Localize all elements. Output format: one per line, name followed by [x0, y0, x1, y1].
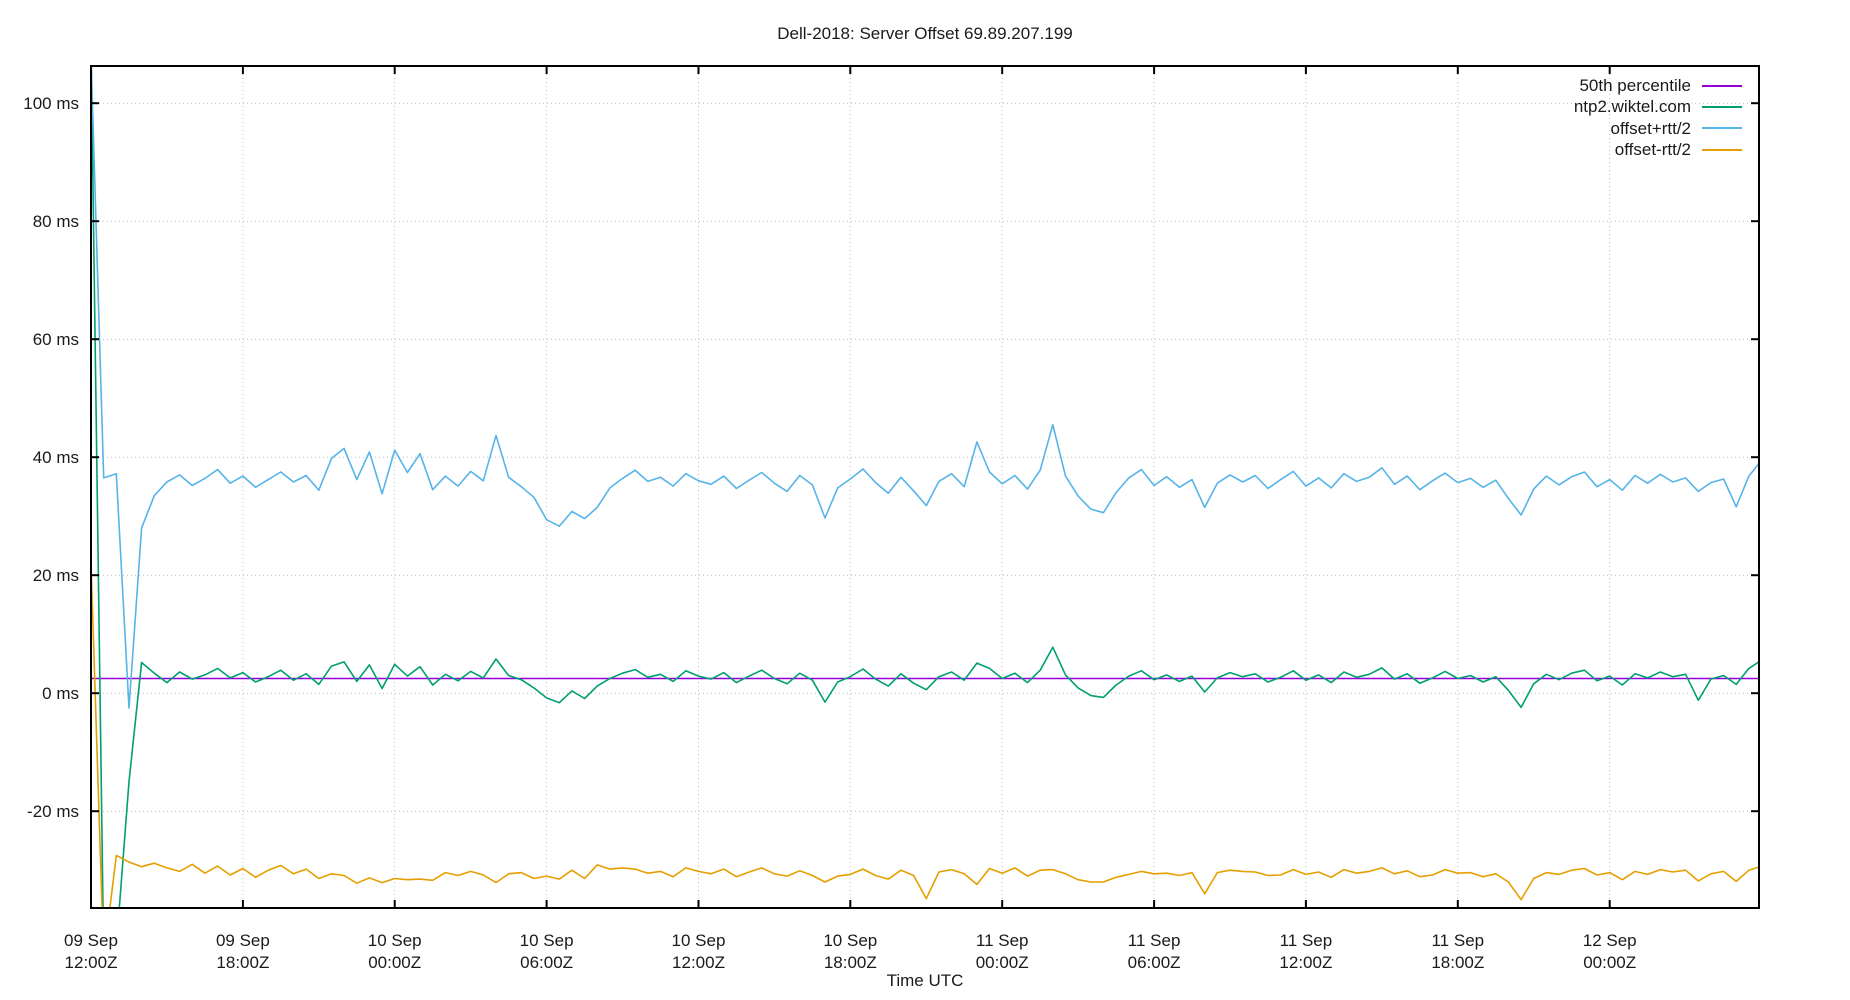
- x-tick-label-time: 06:00Z: [520, 953, 573, 972]
- x-tick-label-date: 09 Sep: [216, 931, 270, 950]
- x-tick-label-date: 10 Sep: [672, 931, 726, 950]
- legend-row: offset-rtt/2: [1574, 139, 1742, 160]
- x-tick-label-date: 10 Sep: [823, 931, 877, 950]
- y-tick-label: 40 ms: [33, 448, 79, 467]
- y-tick-label: 100 ms: [23, 94, 79, 113]
- x-tick-label-time: 18:00Z: [216, 953, 269, 972]
- x-tick-label-date: 11 Sep: [1431, 931, 1484, 950]
- legend-line-sample-offset-minus-rtt: [1702, 148, 1742, 151]
- x-tick-label-date: 11 Sep: [1128, 931, 1181, 950]
- x-tick-label-time: 00:00Z: [976, 953, 1029, 972]
- x-tick-label-time: 18:00Z: [1431, 953, 1484, 972]
- x-tick-label-time: 00:00Z: [1583, 953, 1636, 972]
- series-line-offset-rtt-2: [91, 66, 1759, 709]
- legend-label-50th-percentile: 50th percentile: [1579, 76, 1691, 96]
- x-tick-label-time: 12:00Z: [672, 953, 725, 972]
- y-tick-label: 0 ms: [42, 684, 79, 703]
- legend: 50th percentile ntp2.wiktel.com offset+r…: [1574, 75, 1742, 160]
- legend-line-sample-ntp2-wiktel-com: [1702, 105, 1742, 108]
- x-tick-label-date: 09 Sep: [64, 931, 118, 950]
- series-line-ntp2-wiktel-com: [91, 66, 1759, 908]
- legend-line-sample-offset-plus-rtt: [1702, 127, 1742, 130]
- x-tick-label-time: 00:00Z: [368, 953, 421, 972]
- y-tick-label: 80 ms: [33, 212, 79, 231]
- y-tick-label: 60 ms: [33, 330, 79, 349]
- chart-title: Dell-2018: Server Offset 69.89.207.199: [777, 24, 1073, 43]
- legend-line-sample-50th-percentile: [1702, 84, 1742, 87]
- legend-row: 50th percentile: [1574, 75, 1742, 96]
- legend-row: ntp2.wiktel.com: [1574, 96, 1742, 117]
- x-tick-label-time: 18:00Z: [824, 953, 877, 972]
- x-tick-label-date: 10 Sep: [368, 931, 422, 950]
- x-tick-label-date: 11 Sep: [976, 931, 1029, 950]
- x-tick-label-date: 11 Sep: [1280, 931, 1333, 950]
- legend-label-offset-plus-rtt: offset+rtt/2: [1610, 118, 1691, 138]
- x-tick-label-time: 12:00Z: [1279, 953, 1332, 972]
- legend-row: offset+rtt/2: [1574, 118, 1742, 139]
- x-tick-label-date: 10 Sep: [520, 931, 574, 950]
- plot-border: [90, 65, 1760, 909]
- x-tick-label-time: 06:00Z: [1128, 953, 1181, 972]
- x-tick-label-time: 12:00Z: [65, 953, 118, 972]
- y-tick-label: -20 ms: [27, 802, 79, 821]
- legend-label-ntp2-wiktel-com: ntp2.wiktel.com: [1573, 97, 1691, 117]
- y-tick-label: 20 ms: [33, 566, 79, 585]
- legend-label-offset-minus-rtt: offset-rtt/2: [1614, 140, 1691, 160]
- x-tick-label-date: 12 Sep: [1583, 931, 1637, 950]
- x-axis-title: Time UTC: [886, 971, 964, 990]
- series-line-offset-rtt-2: [91, 562, 1759, 908]
